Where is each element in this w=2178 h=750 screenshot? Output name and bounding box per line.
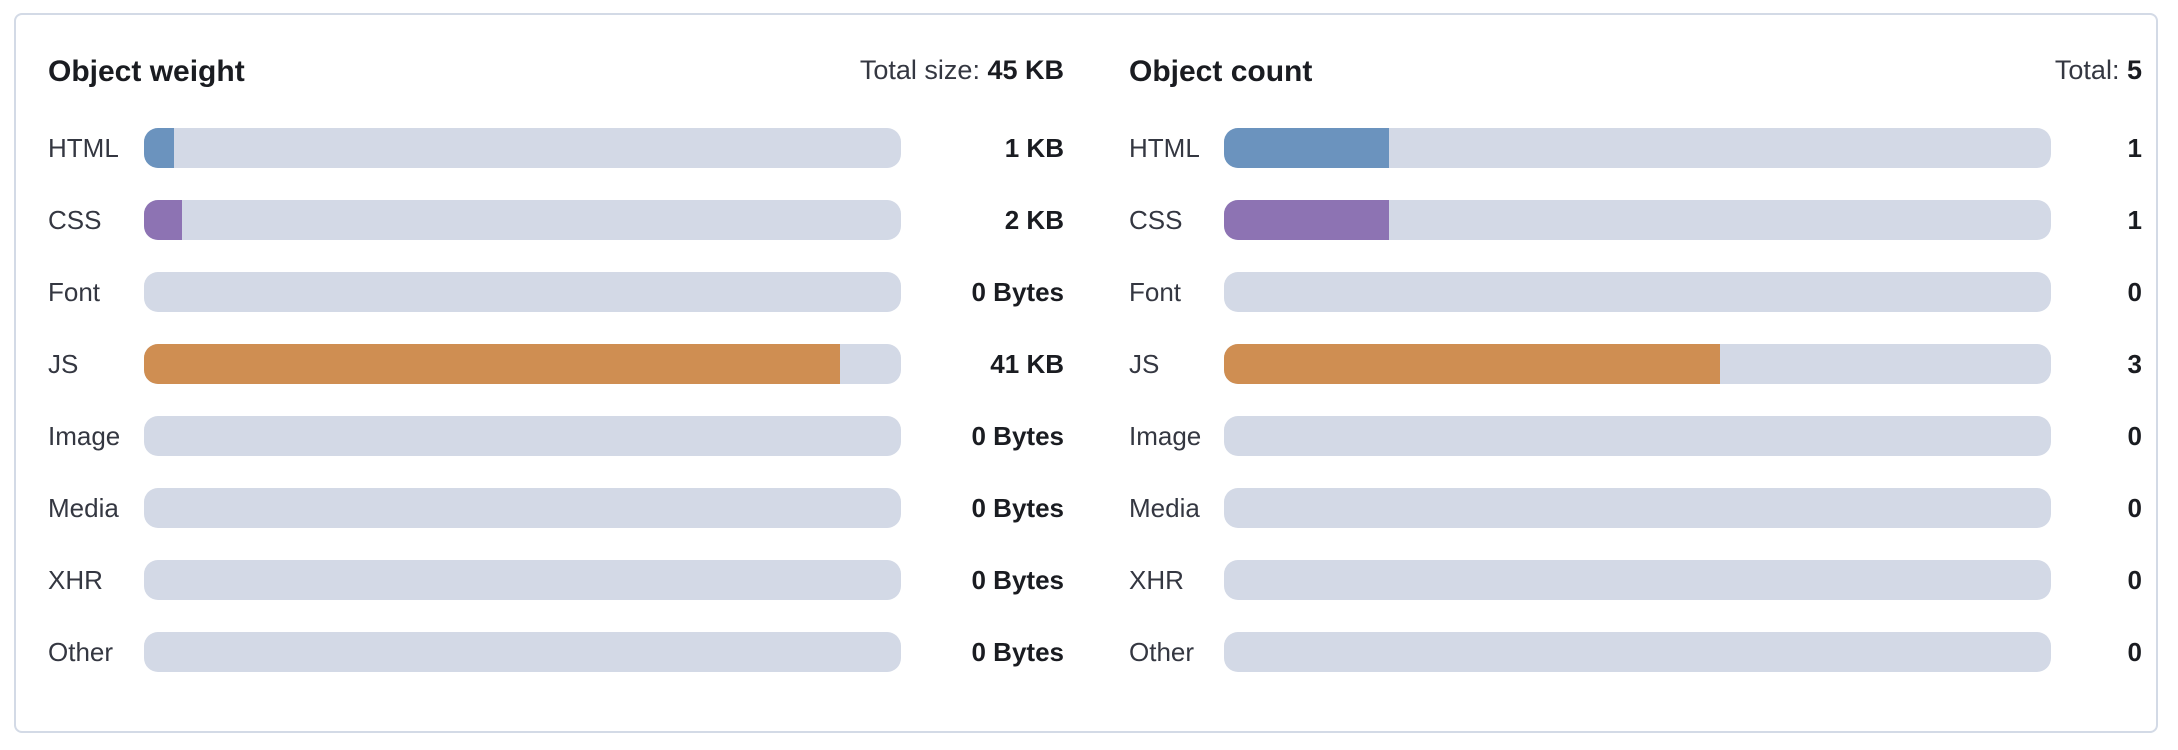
row-label: Font <box>48 277 101 307</box>
row-media: Media 0 Bytes <box>48 488 1064 528</box>
total-label: Total: <box>2054 55 2120 85</box>
progress-bar <box>144 488 901 528</box>
progress-bar <box>1224 488 2051 528</box>
progress-fill <box>1224 200 1390 240</box>
row-label: Media <box>1129 493 1200 523</box>
row-value: 0 <box>2127 565 2142 595</box>
row-label: Image <box>1129 421 1202 451</box>
row-label: XHR <box>1129 565 1184 595</box>
object-stats-card: Object weight Total size: 45 KB HTML 1 KB… <box>14 13 2158 733</box>
progress-fill <box>144 344 841 384</box>
row-other: Other 0 Bytes <box>48 632 1064 672</box>
progress-bar <box>144 344 901 384</box>
row-media: Media 0 <box>1129 488 2142 528</box>
row-js: JS 3 <box>1129 344 2142 384</box>
row-image: Image 0 Bytes <box>48 416 1064 456</box>
row-html: HTML 1 KB <box>48 128 1064 168</box>
row-font: Font 0 <box>1129 272 2142 312</box>
row-value: 1 <box>2127 133 2142 163</box>
row-label: Other <box>48 637 114 667</box>
progress-bar <box>1224 416 2051 456</box>
progress-bar <box>1224 560 2051 600</box>
row-value: 0 Bytes <box>971 565 1065 595</box>
row-label: HTML <box>48 133 119 163</box>
progress-bar <box>1224 200 2051 240</box>
total-value: 45 KB <box>987 55 1064 85</box>
row-label: JS <box>1129 349 1160 379</box>
row-value: 3 <box>2127 349 2142 379</box>
row-value: 1 <box>2127 205 2142 235</box>
row-value: 0 <box>2127 421 2142 451</box>
row-label: Image <box>48 421 121 451</box>
row-label: Media <box>48 493 119 523</box>
progress-bar <box>144 128 901 168</box>
row-css: CSS 1 <box>1129 200 2142 240</box>
row-js: JS 41 KB <box>48 344 1064 384</box>
row-label: CSS <box>48 205 102 235</box>
panel-header: Object weight Total size: 45 KB <box>48 55 1064 95</box>
row-value: 0 <box>2127 493 2142 523</box>
row-value: 0 Bytes <box>971 421 1065 451</box>
row-label: Other <box>1129 637 1195 667</box>
row-value: 0 Bytes <box>971 493 1065 523</box>
row-label: XHR <box>48 565 103 595</box>
row-image: Image 0 <box>1129 416 2142 456</box>
row-label: JS <box>48 349 79 379</box>
row-xhr: XHR 0 Bytes <box>48 560 1064 600</box>
panel-title: Object count <box>1129 55 1313 88</box>
row-value: 1 KB <box>1004 133 1064 163</box>
panel-title: Object weight <box>48 55 245 88</box>
row-value: 0 Bytes <box>971 637 1065 667</box>
progress-bar <box>1224 128 2051 168</box>
row-label: CSS <box>1129 205 1183 235</box>
row-other: Other 0 <box>1129 632 2142 672</box>
progress-fill <box>1224 344 1721 384</box>
row-value: 2 KB <box>1004 205 1064 235</box>
progress-fill <box>144 128 175 168</box>
row-value: 0 Bytes <box>971 277 1065 307</box>
row-label: Font <box>1129 277 1182 307</box>
progress-fill <box>1224 128 1390 168</box>
row-html: HTML 1 <box>1129 128 2142 168</box>
progress-bar <box>144 200 901 240</box>
progress-bar <box>144 560 901 600</box>
total-size: Total size: 45 KB <box>860 55 1064 86</box>
progress-bar <box>1224 632 2051 672</box>
row-label: HTML <box>1129 133 1200 163</box>
progress-bar <box>1224 272 2051 312</box>
total-label: Total size: <box>859 55 980 85</box>
row-css: CSS 2 KB <box>48 200 1064 240</box>
row-font: Font 0 Bytes <box>48 272 1064 312</box>
progress-bar <box>144 632 901 672</box>
total-count: Total: 5 <box>2055 55 2142 86</box>
row-value: 0 <box>2127 277 2142 307</box>
progress-bar <box>144 416 901 456</box>
row-xhr: XHR 0 <box>1129 560 2142 600</box>
progress-bar <box>144 272 901 312</box>
panel-header: Object count Total: 5 <box>1129 55 2142 95</box>
progress-fill <box>144 200 182 240</box>
progress-bar <box>1224 344 2051 384</box>
row-value: 41 KB <box>990 349 1064 379</box>
row-value: 0 <box>2127 637 2142 667</box>
total-value: 5 <box>2126 55 2142 85</box>
